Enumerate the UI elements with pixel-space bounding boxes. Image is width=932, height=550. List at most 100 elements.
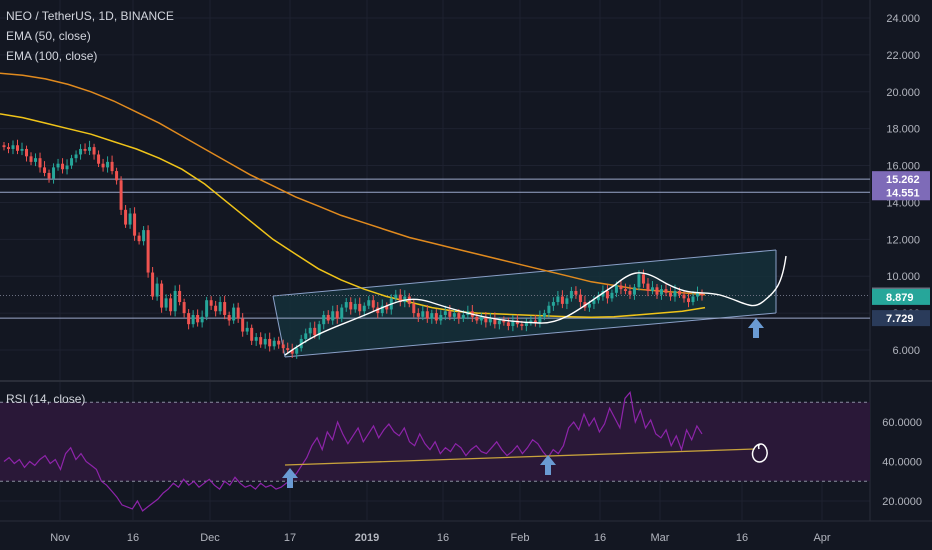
candle <box>70 158 74 166</box>
candle <box>182 302 186 314</box>
candle <box>263 338 267 345</box>
rsi-tick-label: 40.0000 <box>882 457 922 469</box>
candle <box>124 209 128 225</box>
candle <box>619 285 623 290</box>
price-badge-label: 7.729 <box>886 313 914 325</box>
candle <box>97 154 101 164</box>
symbol-title[interactable]: NEO / TetherUS, 1D, BINANCE <box>6 9 174 23</box>
candle <box>196 314 200 323</box>
candle <box>106 161 110 168</box>
candle <box>313 327 317 336</box>
price-tick-label: 14.000 <box>886 197 920 209</box>
candle <box>142 230 146 242</box>
candle <box>146 230 150 273</box>
candle <box>394 294 398 299</box>
candle <box>691 296 695 303</box>
candle <box>659 289 663 295</box>
candle <box>461 314 465 319</box>
candle <box>425 311 429 319</box>
ema100-legend[interactable]: EMA (100, close) <box>6 49 98 63</box>
candle <box>7 147 11 149</box>
candle <box>286 348 290 350</box>
time-tick-label: 2019 <box>355 532 379 544</box>
price-tick-label: 20.000 <box>886 87 920 99</box>
candle <box>344 302 348 308</box>
candle <box>25 148 29 157</box>
candle <box>380 305 384 314</box>
candle <box>128 213 132 225</box>
candle <box>133 213 137 236</box>
candle <box>547 305 551 314</box>
time-tick-label: 16 <box>736 532 748 544</box>
candle <box>218 302 222 312</box>
price-tick-label: 6.000 <box>892 345 920 357</box>
candle <box>61 163 65 170</box>
candle <box>430 313 434 319</box>
candle <box>200 316 204 323</box>
candle <box>295 348 299 354</box>
candle <box>596 296 600 301</box>
candle <box>110 161 114 172</box>
candle <box>574 290 578 295</box>
price-panel <box>0 72 870 359</box>
candle <box>205 300 209 317</box>
price-tick-label: 24.000 <box>886 13 920 25</box>
candle <box>227 314 231 321</box>
candle <box>560 296 564 304</box>
candle <box>335 311 339 319</box>
candle <box>349 302 353 310</box>
candle <box>155 283 159 297</box>
candle <box>524 322 528 327</box>
candle <box>457 313 461 319</box>
candle <box>641 274 645 284</box>
candle <box>371 300 375 308</box>
candle <box>686 298 690 303</box>
candle <box>115 171 119 181</box>
candle <box>587 303 591 308</box>
price-badge-label: 14.551 <box>886 187 920 199</box>
candle <box>29 156 33 162</box>
candle <box>304 333 308 339</box>
candle <box>92 147 96 155</box>
candle <box>259 337 263 345</box>
candle <box>358 303 362 312</box>
candle <box>668 292 672 297</box>
candle <box>632 287 636 295</box>
candle <box>664 289 668 293</box>
up-arrow-icon <box>540 455 556 475</box>
candle <box>11 145 15 149</box>
candle <box>502 320 506 323</box>
candle <box>232 307 236 321</box>
rsi-legend[interactable]: RSI (14, close) <box>6 392 86 406</box>
candle <box>506 322 510 327</box>
candle <box>191 314 195 325</box>
candle <box>214 305 218 312</box>
candle <box>223 302 227 315</box>
candle <box>533 320 537 323</box>
candle <box>497 320 501 325</box>
price-tick-label: 12.000 <box>886 234 920 246</box>
candle <box>83 148 87 151</box>
time-tick-label: 16 <box>594 532 606 544</box>
candle <box>245 327 249 332</box>
candle <box>160 283 164 308</box>
candle <box>367 300 371 306</box>
candle <box>151 272 155 297</box>
candle <box>47 172 51 179</box>
candle <box>565 298 569 304</box>
candle <box>52 167 56 179</box>
candle <box>416 313 420 317</box>
candle <box>236 307 240 319</box>
candle <box>448 311 452 317</box>
price-tick-label: 22.000 <box>886 50 920 62</box>
candle <box>556 296 560 303</box>
candle <box>268 338 272 347</box>
ema50-legend[interactable]: EMA (50, close) <box>6 29 91 43</box>
legend: NEO / TetherUS, 1D, BINANCE EMA (50, clo… <box>6 6 174 66</box>
candle <box>542 313 546 317</box>
rsi-tick-label: 60.0000 <box>882 417 922 429</box>
candle <box>398 294 402 303</box>
price-badge <box>872 288 930 305</box>
candle <box>43 167 47 173</box>
